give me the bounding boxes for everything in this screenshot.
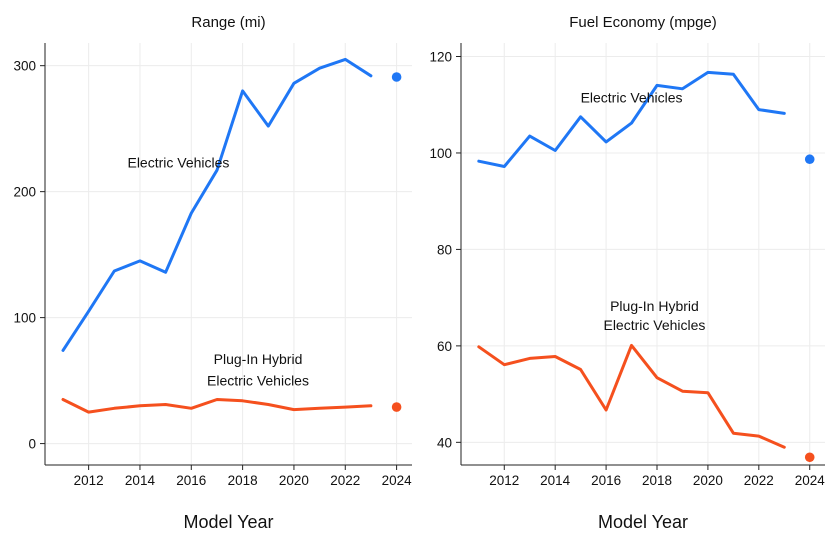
- fuel-annotation: Electric Vehicles: [581, 89, 683, 105]
- fuel-y-tick-label: 120: [429, 50, 452, 65]
- fuel-annotation: Plug-In Hybrid: [610, 298, 699, 314]
- fuel-x-tick-label: 2014: [540, 473, 571, 488]
- fuel-phev-2024-point: [804, 452, 815, 463]
- fuel-x-tick-label: 2016: [591, 473, 621, 488]
- range-ev-2024-point: [391, 72, 402, 82]
- fuel-x-tick-label: 2012: [489, 473, 519, 488]
- range-y-tick-label: 200: [13, 185, 36, 200]
- range-annotation: Plug-In Hybrid: [214, 351, 303, 367]
- range-x-tick-label: 2022: [330, 473, 360, 488]
- range-y-tick-label: 100: [13, 311, 36, 326]
- range-x-tick-label: 2024: [382, 473, 413, 488]
- range-phev-2024-point: [391, 402, 402, 412]
- range-panel: 2012 2014 2016 2018 2020 2022 2024 0 100 200 300 El…: [13, 14, 412, 532]
- fuel-chart-title: Fuel Economy (mpge): [569, 14, 717, 31]
- fuel-x-tick-label: 2018: [642, 473, 672, 488]
- range-x-tick-label: 2018: [228, 473, 258, 488]
- range-phev-line: [61, 398, 373, 414]
- range-y-tick-label: 300: [13, 59, 36, 74]
- fuel-y-tick-label: 40: [437, 435, 452, 450]
- range-ev-line: [61, 57, 373, 352]
- fuel-y-tick-label: 100: [429, 146, 452, 161]
- range-x-axis-label: Model Year: [183, 512, 273, 532]
- range-x-tick-label: 2016: [176, 473, 206, 488]
- fuel-y-tick-label: 80: [437, 242, 452, 257]
- range-annotation: Electric Vehicles: [207, 373, 309, 389]
- range-x-tick-label: 2012: [74, 473, 104, 488]
- fuel-ev-2024-point: [804, 154, 815, 165]
- fuel-economy-panel: 2012 2014 2016 2018 2020 2022 2024 40 60 80 100 120…: [429, 14, 825, 532]
- fuel-annotation: Electric Vehicles: [603, 317, 705, 333]
- fuel-x-axis-label: Model Year: [598, 512, 688, 532]
- fuel-x-tick-label: 2020: [693, 473, 723, 488]
- fuel-y-tick-label: 60: [437, 339, 452, 354]
- fuel-x-tick-label: 2022: [744, 473, 774, 488]
- fuel-phev-line: [477, 343, 786, 449]
- range-chart-title: Range (mi): [191, 14, 265, 31]
- range-x-tick-label: 2020: [279, 473, 309, 488]
- fuel-x-tick-label: 2024: [795, 473, 826, 488]
- fuel-ev-line: [477, 70, 786, 168]
- range-y-tick-label: 0: [28, 437, 36, 452]
- range-x-tick-label: 2014: [125, 473, 156, 488]
- range-annotation: Electric Vehicles: [127, 155, 229, 171]
